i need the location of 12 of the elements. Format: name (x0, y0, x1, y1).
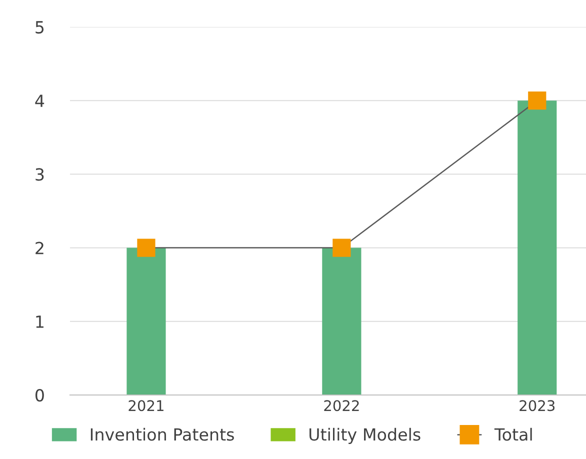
y-tick-label: 3 (36, 168, 44, 181)
x-tick-label: 2021 (128, 400, 164, 412)
y-tick-label: 0 (35, 388, 44, 402)
y-tick-label: 4 (35, 94, 44, 107)
legend-label: Total (494, 428, 532, 441)
x-tick-label: 2022 (324, 400, 359, 412)
legend-label: Utility Models (310, 428, 420, 444)
y-tick-label: 5 (36, 21, 44, 34)
x-tick-label: 2023 (520, 400, 555, 412)
legend-label: Invention Patents (90, 428, 234, 441)
y-tick-label: 2 (36, 242, 44, 254)
y-tick-label: 1 (36, 316, 44, 328)
